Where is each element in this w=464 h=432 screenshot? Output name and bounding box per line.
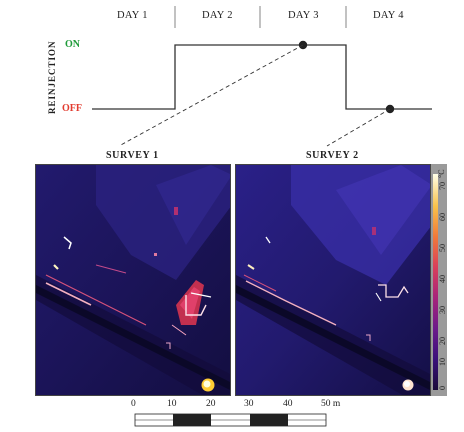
scale-tick-20: 20 xyxy=(206,399,216,409)
day-3-label: DAY 3 xyxy=(288,10,319,21)
colorbar-tick-50: 50 xyxy=(438,244,447,252)
scale-tick-0: 0 xyxy=(131,399,136,409)
colorbar-tick-30: 30 xyxy=(438,306,447,314)
scale-tick-30: 30 xyxy=(244,399,254,409)
temperature-colorbar xyxy=(431,164,447,396)
scale-tick-50: 50 m xyxy=(321,399,341,409)
scale-bar xyxy=(134,413,327,427)
colorbar-tick-10: 10 xyxy=(438,358,447,366)
survey-1-thermal-image xyxy=(35,164,231,396)
scale-tick-10: 10 xyxy=(167,399,177,409)
reinjection-timeline-chart xyxy=(92,6,432,147)
colorbar-gradient xyxy=(433,174,438,390)
survey-2-connector xyxy=(326,108,391,147)
day-2-label: DAY 2 xyxy=(202,10,233,21)
survey-2-thermal-image xyxy=(235,164,431,396)
colorbar-tick-70: 70 xyxy=(438,182,447,190)
colorbar-tick-0: 0 xyxy=(438,386,447,390)
colorbar-tick-40: 40 xyxy=(438,275,447,283)
state-on-label: ON xyxy=(65,39,80,50)
colorbar-tick-20: 20 xyxy=(438,337,447,345)
survey-2-title: SURVEY 2 xyxy=(306,150,359,161)
state-off-label: OFF xyxy=(62,103,82,114)
day-1-label: DAY 1 xyxy=(117,10,148,21)
scale-tick-40: 40 xyxy=(283,399,293,409)
reinjection-step-line xyxy=(92,44,432,110)
day-4-label: DAY 4 xyxy=(373,10,404,21)
colorbar-unit: °C xyxy=(437,169,446,178)
survey-1-title: SURVEY 1 xyxy=(106,150,159,161)
colorbar-tick-60: 60 xyxy=(438,213,447,221)
survey-1-connector xyxy=(118,44,304,147)
